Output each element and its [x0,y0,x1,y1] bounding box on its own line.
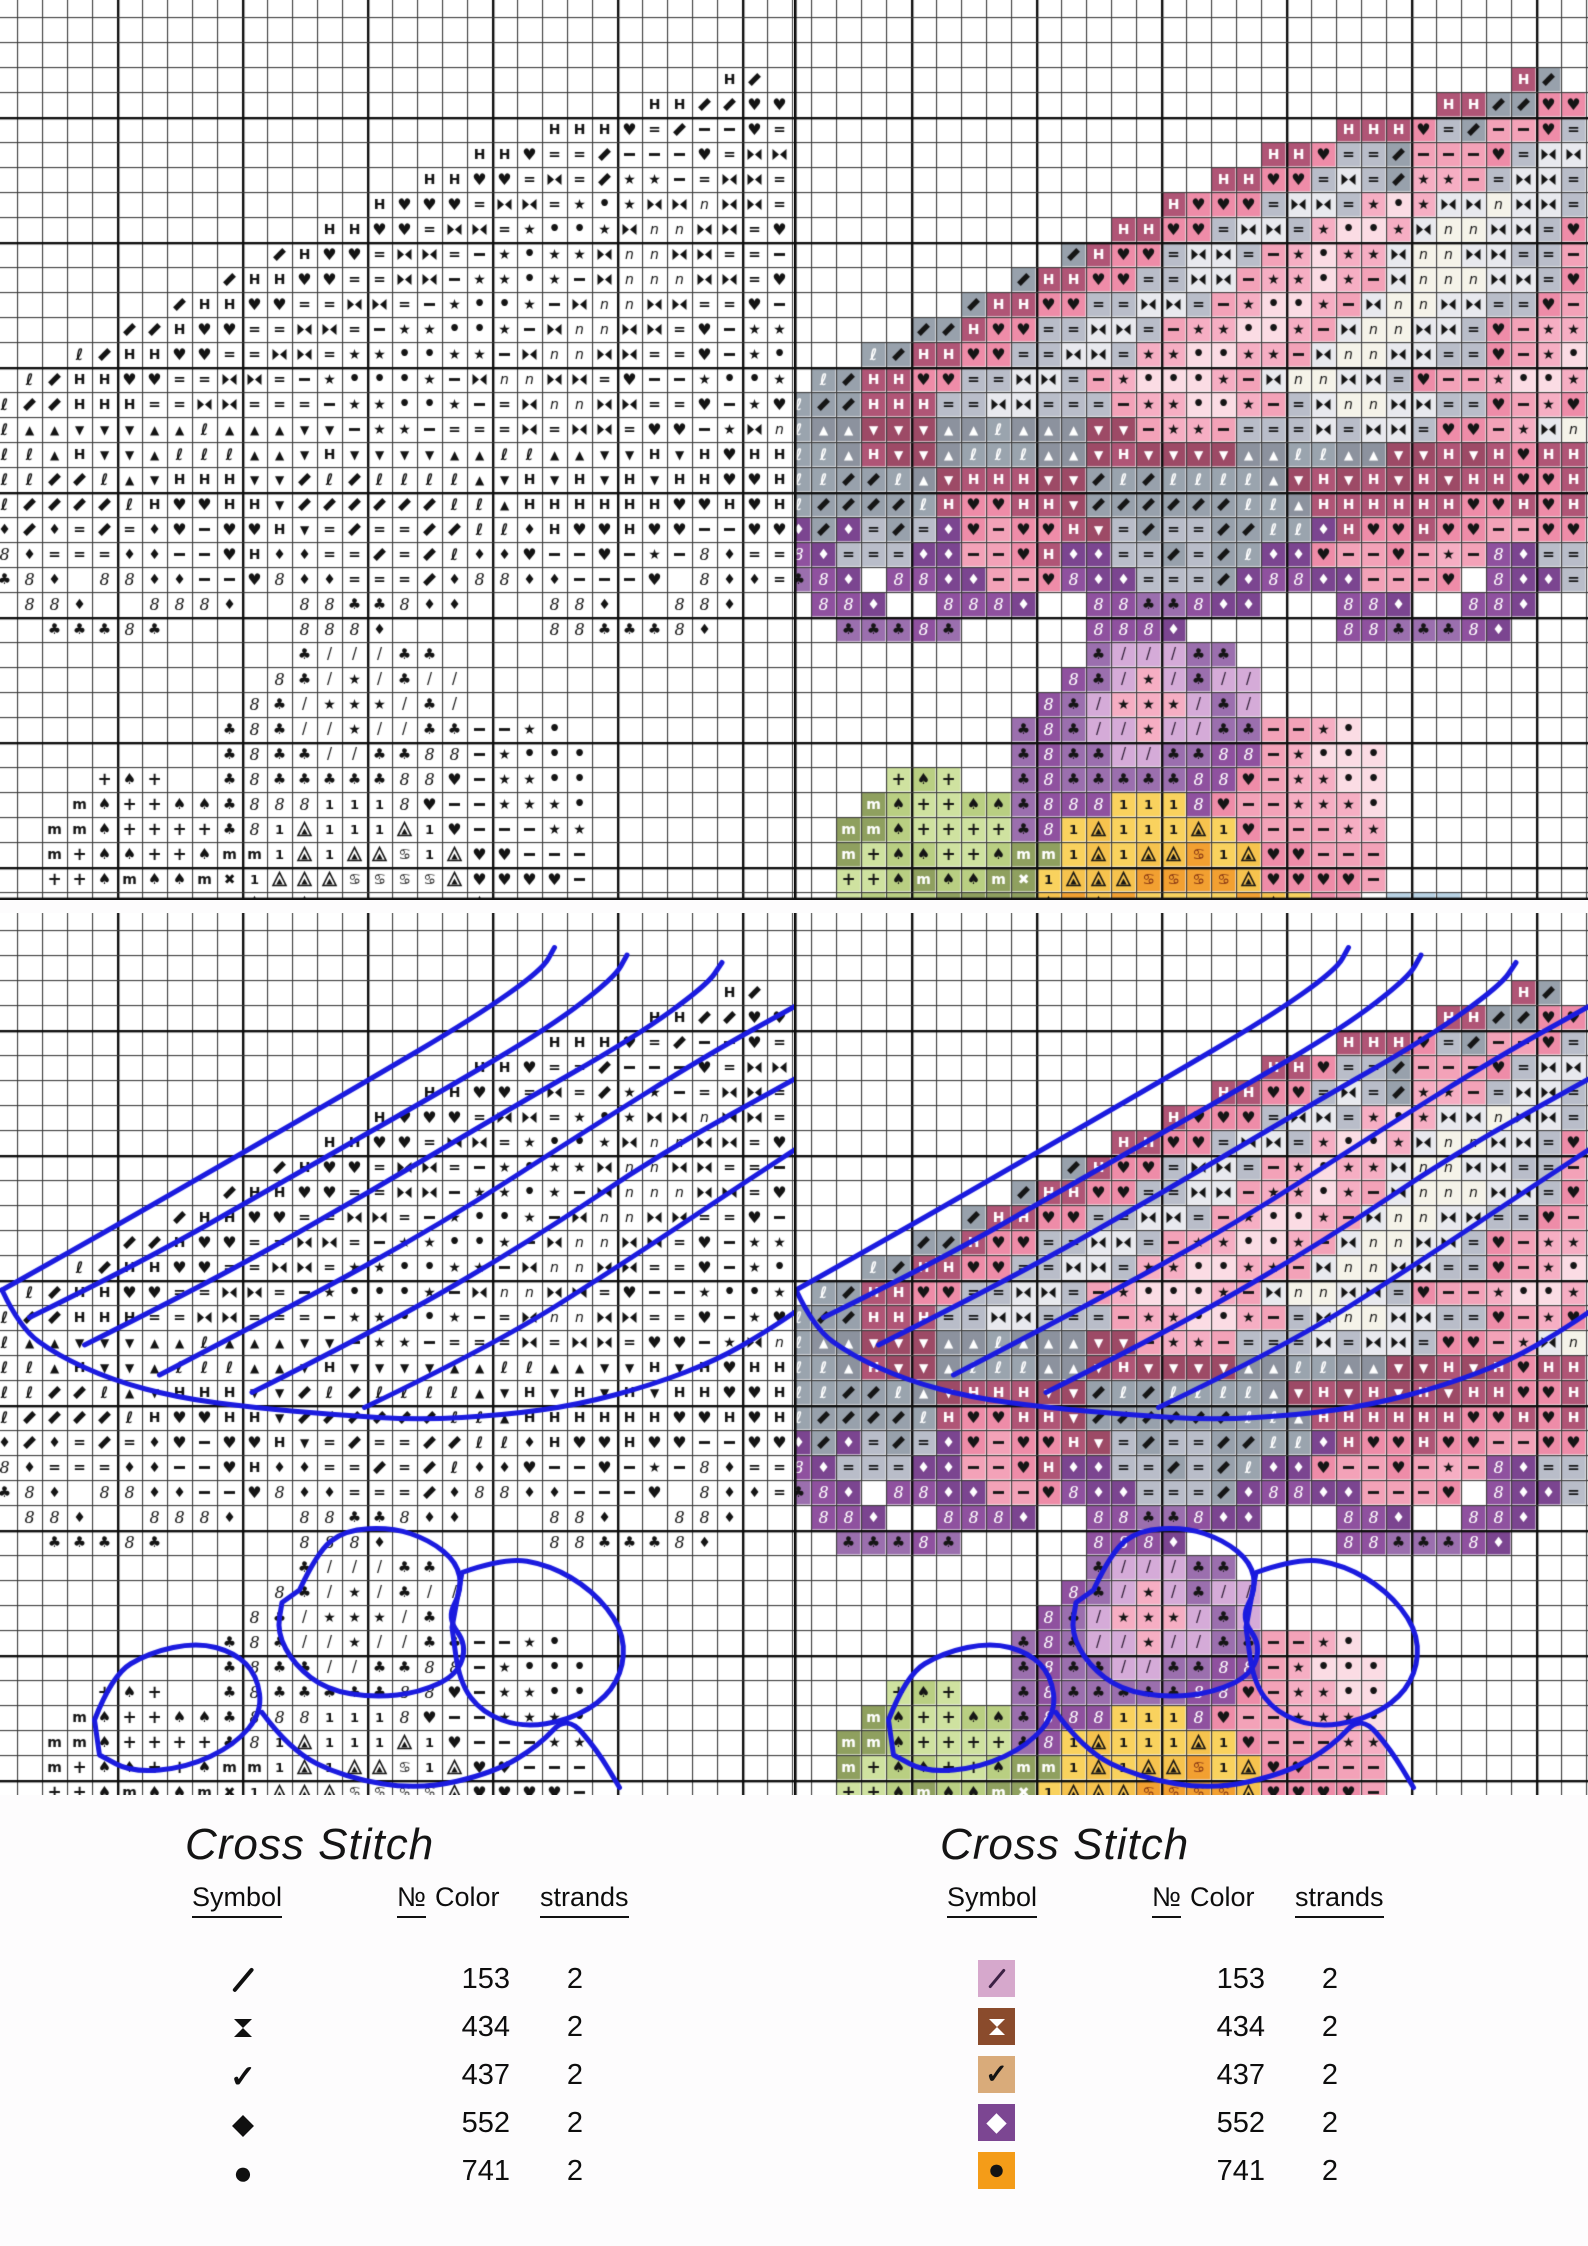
legend-row-437: ✓ 437 2 [890,2056,1450,2098]
slash-symbol-icon [232,1967,254,1993]
circle-symbol-icon: ● [233,2153,253,2191]
strands-value: 2 [1321,2155,1339,2187]
color-number: 434 [1216,2011,1265,2043]
strands-value: 2 [566,1963,584,1995]
strands-value: 2 [566,2107,584,2139]
legend-colored: Cross Stitch Symbol № Color strands 153 2… [890,1812,1450,2242]
symbol-cell [223,1960,263,2000]
color-number: 552 [1216,2107,1265,2139]
symbol-cell: ● [978,2152,1015,2189]
check-symbol-icon: ✓ [230,2058,256,2094]
color-number: 434 [461,2011,510,2043]
legend-monochrome: Cross Stitch Symbol № Color strands 153 2… [135,1812,695,2242]
legend-row-437: ✓ 437 2 [135,2056,695,2098]
chart-top-left-bw [0,0,794,900]
strands-value: 2 [1321,2059,1339,2091]
symbol-cell [978,1960,1015,1997]
color-number: 153 [1216,1963,1265,1995]
legend-header-number: № [1152,1882,1181,1918]
color-number: 153 [461,1963,510,1995]
symbol-cell: ◆ [223,2104,263,2144]
legend-row-552: ◆ 552 2 [135,2104,695,2146]
symbol-cell: ● [223,2152,263,2192]
chart-bottom-right-color-outlined [794,913,1588,1795]
symbol-cell: ✓ [978,2056,1015,2093]
legend-title: Cross Stitch [940,1820,1190,1869]
legend-row-434: 434 2 [890,2008,1450,2050]
chart-band-bottom [0,913,1588,1795]
legend-header-color: Color [435,1882,500,1912]
legend-header-number: № [397,1882,426,1918]
circle-symbol-icon: ● [987,2154,1006,2186]
check-symbol-icon: ✓ [985,2059,1008,2089]
strands-value: 2 [566,2155,584,2187]
diamond-symbol-icon: ◆ [986,2108,1007,2136]
chart-band-top [0,0,1588,900]
color-number: 741 [1216,2155,1265,2187]
legend-header-symbol: Symbol [192,1882,283,1918]
chart-top-right-color [794,0,1588,900]
symbol-cell: ✓ [223,2056,263,2096]
legend-row-153: 153 2 [890,1960,1450,2002]
color-number: 437 [1216,2059,1265,2091]
chart-bottom-left-bw-outlined [0,913,794,1795]
legend-header-strands: strands [1295,1882,1384,1918]
hourglass-symbol-icon [988,2018,1005,2035]
legend-row-741: ● 741 2 [890,2152,1450,2194]
legend-row-552: ◆ 552 2 [890,2104,1450,2146]
symbol-cell [978,2008,1015,2045]
legend-header-symbol: Symbol [947,1882,1038,1918]
legend-header-color: Color [1190,1882,1255,1912]
strands-value: 2 [1321,2011,1339,2043]
strands-value: 2 [1321,2107,1339,2139]
legend-row-434: 434 2 [135,2008,695,2050]
hourglass-symbol-icon [234,2019,252,2037]
legend-header-strands: strands [540,1882,629,1918]
symbol-cell [223,2008,263,2048]
diamond-symbol-icon: ◆ [232,2108,254,2139]
color-number: 437 [461,2059,510,2091]
legend-row-153: 153 2 [135,1960,695,2002]
legend-title: Cross Stitch [185,1820,435,1869]
strands-value: 2 [566,2059,584,2091]
color-number: 552 [461,2107,510,2139]
strands-value: 2 [566,2011,584,2043]
slash-symbol-icon [987,1968,1006,1989]
symbol-cell: ◆ [978,2104,1015,2141]
legend-row-741: ● 741 2 [135,2152,695,2194]
color-number: 741 [461,2155,510,2187]
strands-value: 2 [1321,1963,1339,1995]
